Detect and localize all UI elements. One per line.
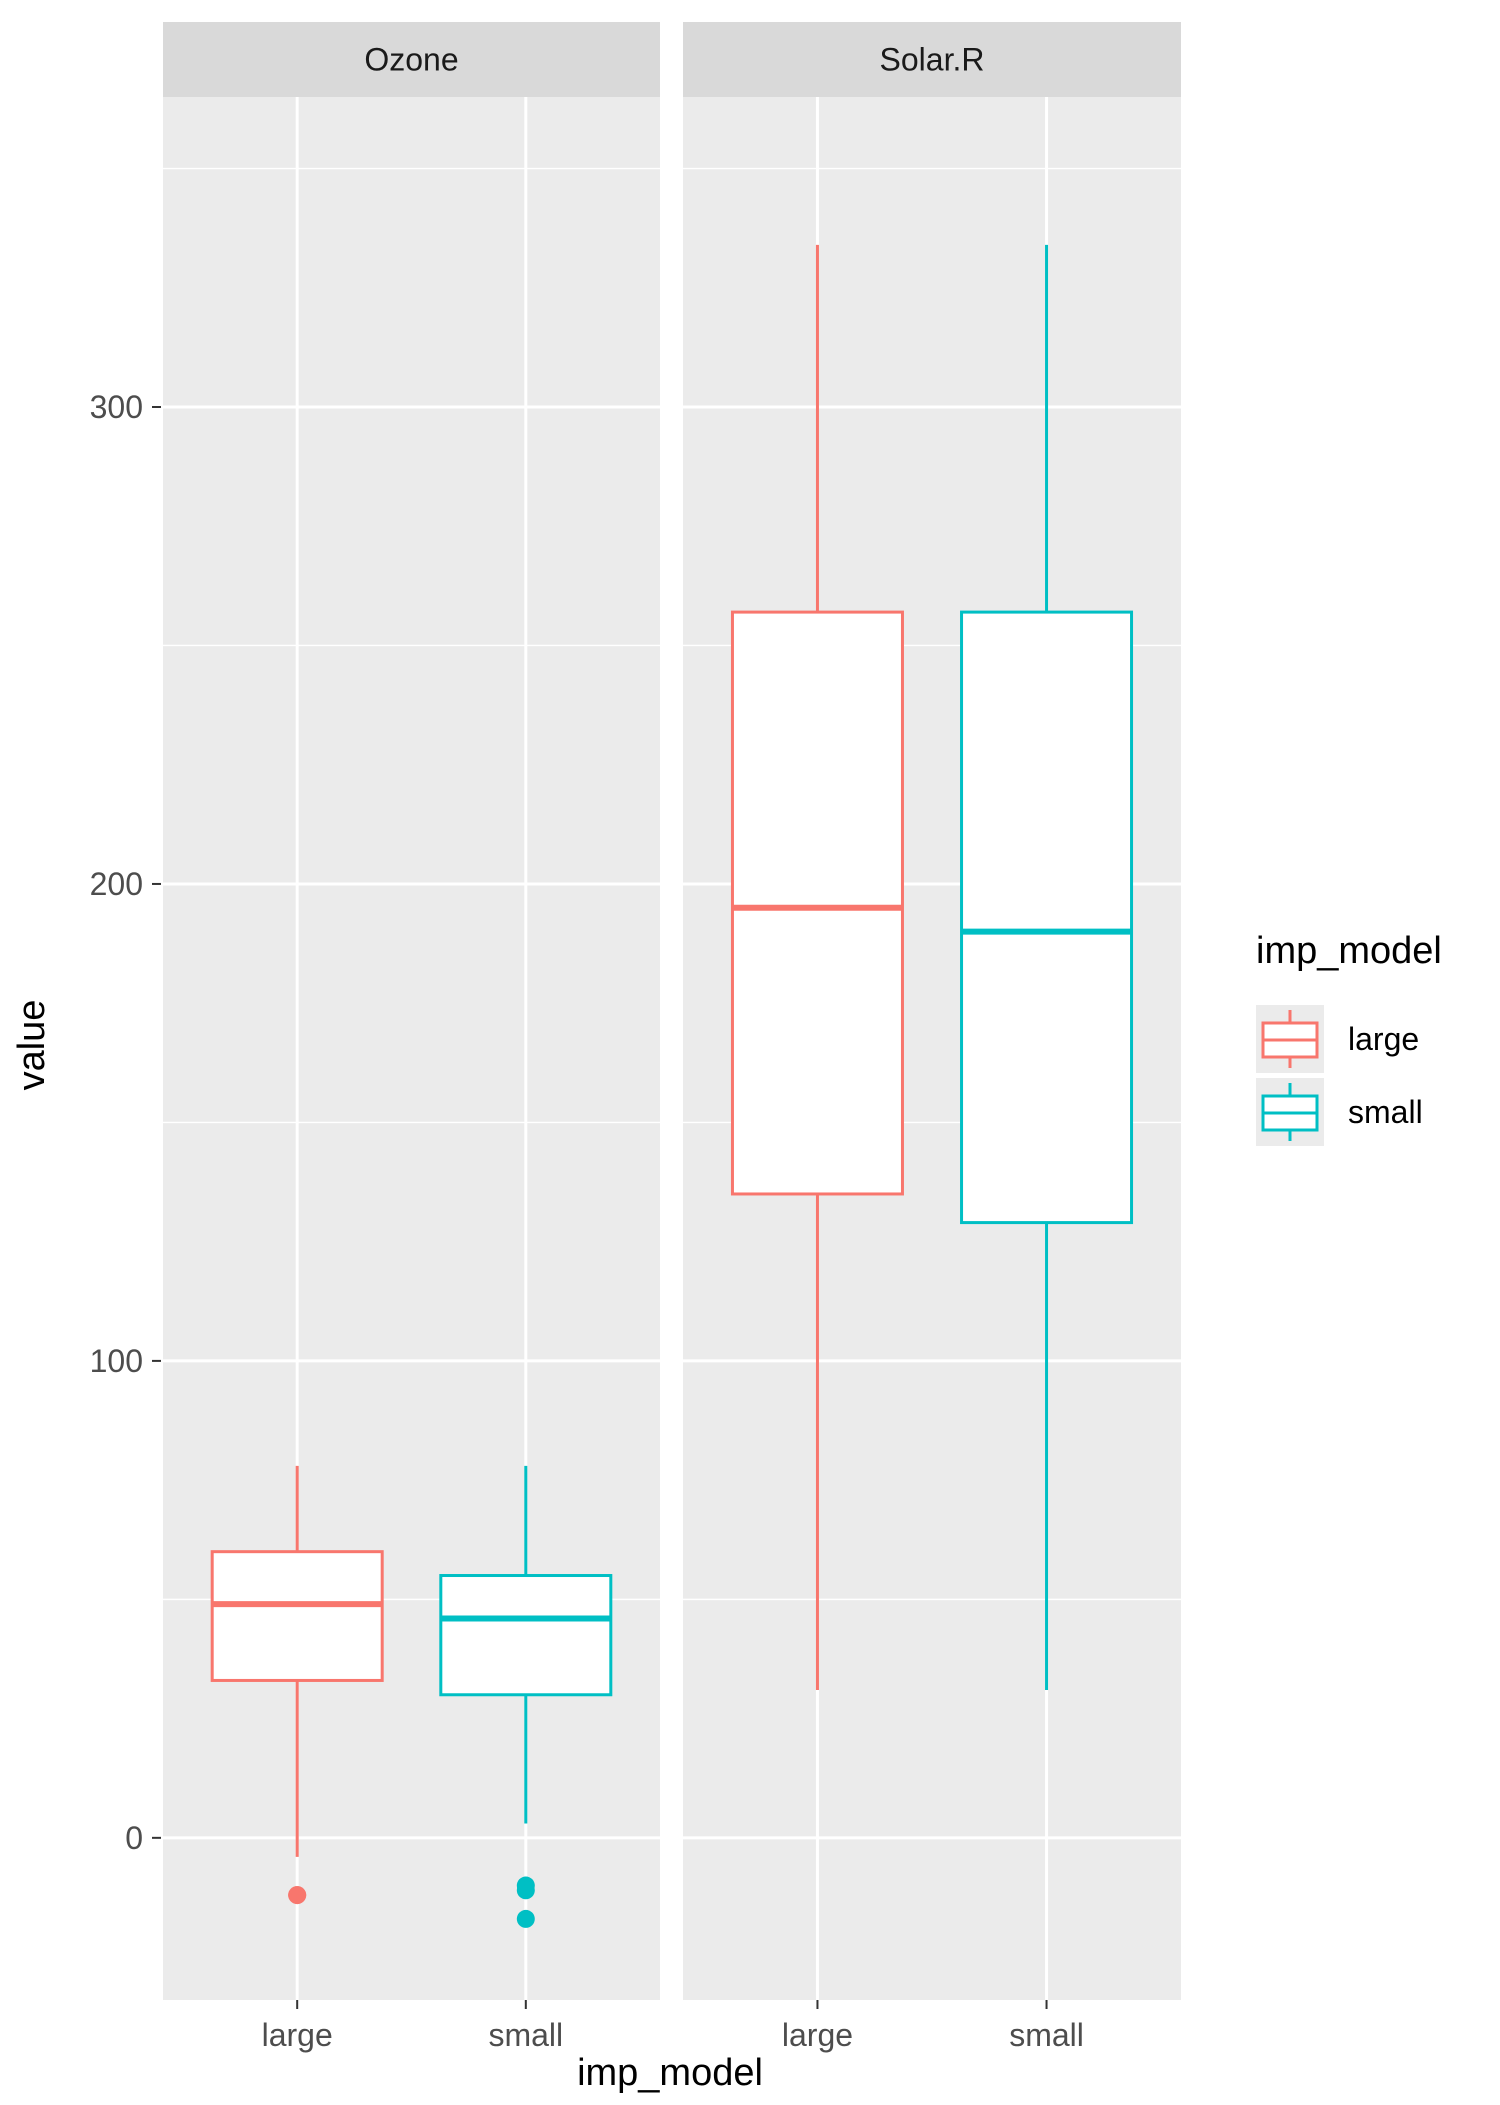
y-tick-label: 100: [90, 1343, 143, 1379]
y-tick-label: 0: [125, 1820, 143, 1856]
x-tick-label-small: small: [1009, 2017, 1084, 2053]
box-body: [960, 610, 1134, 1225]
panel-background: [163, 97, 660, 2000]
box-ozone-large: [210, 1465, 384, 1905]
legend-label: large: [1348, 1021, 1419, 1057]
facet-panels: Ozone large small Solar.R large small: [163, 22, 1181, 2053]
box-ozone-small: [439, 1465, 613, 1928]
y-tick-label: 200: [90, 866, 143, 902]
outlier-point: [516, 1881, 535, 1900]
panel-ozone: Ozone large small: [163, 22, 660, 2053]
facet-strip-label: Solar.R: [880, 42, 985, 78]
x-tick-label-large: large: [262, 2017, 333, 2053]
legend: imp_model large small: [1256, 930, 1442, 1146]
box-solar-r-large: [730, 244, 904, 1690]
x-axis-label: imp_model: [577, 2052, 763, 2094]
x-tick-label-large: large: [782, 2017, 853, 2053]
legend-entry-small: small: [1256, 1078, 1423, 1146]
x-tick-label-small: small: [488, 2017, 563, 2053]
outlier-point: [288, 1886, 307, 1905]
y-axis-label: value: [11, 1000, 53, 1091]
box-solar-r-small: [960, 244, 1134, 1690]
y-tick-label: 300: [90, 389, 143, 425]
facet-strip: [683, 22, 1181, 97]
outlier-point: [516, 1909, 535, 1928]
box-body: [730, 610, 904, 1196]
box-body: [439, 1574, 613, 1697]
y-axis: 0 100 200 300: [90, 389, 161, 1856]
panel-solar-r: Solar.R large small: [683, 22, 1181, 2053]
box-body: [210, 1550, 384, 1682]
legend-title: imp_model: [1256, 930, 1442, 972]
facet-strip: [163, 22, 660, 97]
legend-entry-large: large: [1256, 1005, 1419, 1073]
facet-strip-label: Ozone: [364, 42, 458, 78]
legend-label: small: [1348, 1094, 1423, 1130]
